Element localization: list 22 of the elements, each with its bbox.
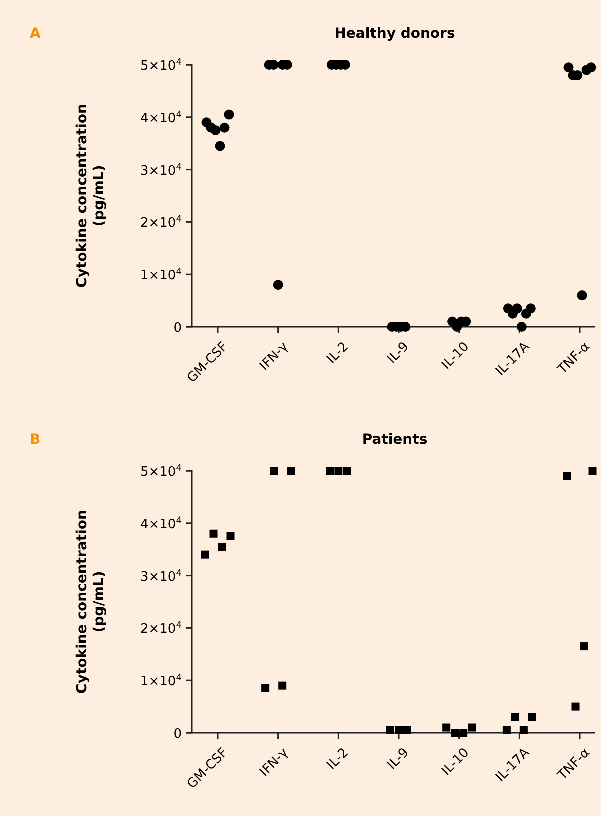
- chart-title: Patients: [362, 432, 428, 448]
- chart-title: Healthy donors: [334, 26, 456, 42]
- y-tick-label: 0: [174, 321, 182, 336]
- y-tick-label: 3×10$^{4}$: [140, 162, 182, 179]
- y-tick-label: 5×10$^{4}$: [140, 464, 182, 480]
- y-tick-label: 3×10$^{4}$: [140, 568, 182, 585]
- y-tick-label: 4×10$^{4}$: [140, 110, 182, 126]
- y-tick-label: 1×10$^{4}$: [140, 674, 182, 690]
- text: B: [30, 432, 41, 448]
- text: A: [30, 26, 41, 42]
- y-tick-label: 0: [174, 727, 182, 742]
- y-tick-label: 2×10$^{4}$: [140, 621, 182, 638]
- y-tick-label: 1×10$^{4}$: [140, 268, 182, 284]
- y-axis-title: Cytokine concentration (pg/mL): [74, 104, 108, 288]
- y-axis-title: Cytokine concentration (pg/mL): [74, 510, 108, 694]
- x-tick-label: IL-2: [324, 746, 352, 774]
- x-tick-label: IL-9: [384, 340, 412, 368]
- y-tick-label: 2×10$^{4}$: [140, 215, 182, 232]
- x-tick-label: IL-9: [384, 746, 412, 774]
- y-tick-label: 5×10$^{4}$: [140, 58, 182, 74]
- x-tick-label: IL-2: [324, 340, 352, 368]
- y-tick-label: 4×10$^{4}$: [140, 516, 182, 532]
